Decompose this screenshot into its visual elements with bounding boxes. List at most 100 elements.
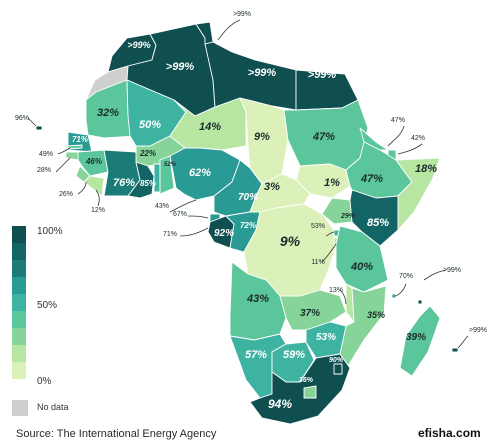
label-madagascar: 39% — [406, 332, 426, 343]
leader-arrow-6 — [95, 189, 100, 207]
legend-color-scale — [12, 226, 26, 379]
legend-no-data-label: No data — [37, 402, 69, 412]
country-eswatini — [333, 363, 343, 375]
country-liberia — [83, 175, 105, 197]
label-namibia: 57% — [245, 349, 267, 361]
leader-arrow-15 — [457, 335, 469, 349]
label-rwanda: 53% — [311, 223, 325, 230]
label-morocco: >99% — [127, 40, 150, 50]
leader-arrow-10 — [325, 231, 335, 237]
legend-max-label: 100% — [37, 226, 63, 237]
leader-arrow-4 — [55, 157, 71, 173]
label-ghana: 85% — [140, 179, 156, 188]
label-south-africa: 94% — [268, 397, 292, 411]
label-libya: >99% — [248, 67, 277, 79]
legend-swatch-1 — [12, 243, 26, 260]
label-tunisia: >99% — [233, 11, 251, 18]
label-lesotho: 36% — [299, 377, 314, 384]
label-mauritania: 32% — [97, 107, 119, 119]
label-liberia: 12% — [91, 207, 105, 214]
country-south-africa — [249, 353, 351, 425]
label-ivory-coast: 76% — [113, 177, 135, 189]
leader-arrow-9 — [179, 227, 209, 237]
country-madagascar — [399, 305, 441, 377]
label-mali: 50% — [139, 119, 161, 131]
label-mozambique: 35% — [367, 310, 385, 320]
label-somalia: 18% — [415, 163, 437, 175]
label-chad: 9% — [254, 131, 270, 143]
label-sierra-leone: 26% — [59, 191, 73, 198]
label-algeria: >99% — [166, 61, 195, 73]
label-mauritius: >99% — [469, 327, 487, 334]
label-seychelles: >99% — [443, 267, 461, 274]
label-senegal: 71% — [72, 135, 88, 144]
legend-swatch-5 — [12, 311, 26, 328]
leader-arrow-14 — [423, 269, 447, 281]
label-cape-verde: 96% — [15, 115, 29, 122]
label-botswana: 59% — [283, 349, 305, 361]
brand-logo-text: efisha.com — [418, 426, 481, 440]
label-burkina-faso: 22% — [139, 149, 156, 158]
label-malawi: 13% — [329, 287, 343, 294]
country-angola — [229, 261, 287, 341]
legend-swatch-8 — [12, 362, 26, 379]
leader-arrow-12 — [339, 289, 347, 305]
label-sao-tome: 71% — [163, 231, 177, 238]
label-niger: 14% — [199, 121, 221, 133]
label-south-sudan: 1% — [324, 177, 340, 189]
label-cameroon: 70% — [238, 192, 258, 203]
leader-arrow-1 — [387, 125, 405, 147]
country-gambia — [67, 144, 83, 150]
legend-min-label: 0% — [37, 376, 52, 387]
country-uganda — [321, 197, 353, 225]
label-guinea-bissau: 28% — [37, 167, 51, 174]
country-cape-verde — [35, 125, 43, 131]
country-benin — [159, 155, 175, 195]
leader-arrow-11 — [321, 243, 337, 263]
label-uganda: 29% — [340, 213, 356, 220]
label-equatorial-guinea: 67% — [173, 211, 187, 218]
source-caption: Source: The International Energy Agency — [16, 428, 217, 440]
label-egypt: >99% — [308, 69, 337, 81]
label-comoros: 70% — [399, 273, 413, 280]
label-eswatini: 90% — [329, 357, 344, 364]
legend-swatch-7 — [12, 345, 26, 362]
legend-swatch-6 — [12, 328, 26, 345]
label-benin: 43% — [155, 203, 169, 210]
label-guinea: 46% — [85, 157, 102, 166]
country-mauritius — [451, 347, 459, 353]
leader-arrow-3 — [57, 147, 71, 155]
label-ethiopia: 47% — [360, 173, 383, 185]
label-sudan: 47% — [312, 131, 335, 143]
country-seychelles — [417, 299, 423, 305]
leader-arrow-16 — [27, 117, 37, 127]
leader-arrow-13 — [395, 283, 407, 297]
legend-swatch-3 — [12, 277, 26, 294]
label-djibouti: 42% — [411, 135, 425, 142]
label-congo: 72% — [240, 221, 256, 230]
leader-arrow-8 — [187, 215, 209, 219]
legend: 100% 50% 0% — [12, 226, 63, 387]
country-zambia — [279, 289, 347, 331]
label-togo: 52% — [164, 162, 177, 168]
label-zimbabwe: 53% — [316, 332, 336, 343]
label-angola: 43% — [246, 293, 269, 305]
country-eritrea — [359, 127, 389, 151]
leader-arrow-7 — [169, 199, 197, 213]
country-niger — [169, 97, 247, 151]
label-gabon: 92% — [214, 228, 234, 239]
label-nigeria: 62% — [189, 167, 211, 179]
label-zambia: 37% — [300, 308, 320, 319]
country-somalia — [395, 157, 441, 231]
label-tanzania: 40% — [350, 261, 373, 273]
leader-arrow-0 — [217, 19, 241, 41]
label-burundi: 11% — [311, 259, 325, 266]
legend-swatch-4 — [12, 294, 26, 311]
country-ghana — [127, 161, 155, 199]
country-lesotho — [303, 385, 317, 399]
label-drc: 9% — [280, 233, 301, 249]
leader-arrow-2 — [397, 143, 423, 155]
label-kenya: 85% — [367, 217, 389, 229]
label-car: 3% — [264, 181, 280, 193]
